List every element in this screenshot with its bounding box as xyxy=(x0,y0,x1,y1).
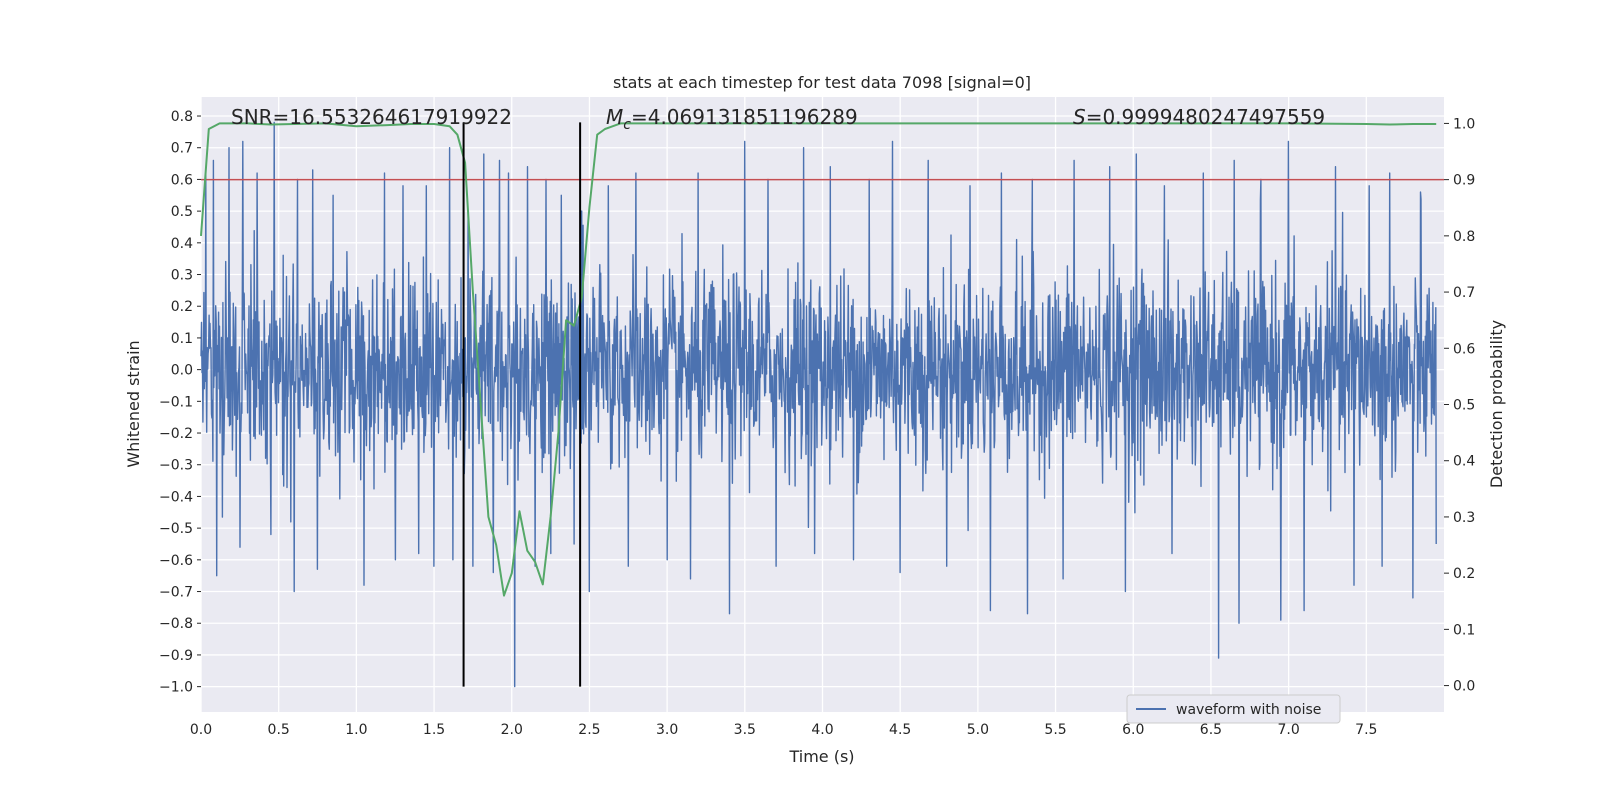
y2-tick-label: 0.3 xyxy=(1453,510,1475,526)
x-tick-label: 0.5 xyxy=(268,722,290,738)
x-tick-label: 3.0 xyxy=(656,722,678,738)
y2-axis-label: Detection probability xyxy=(1487,320,1506,488)
chirp-mass-value: =4.069131851196289 xyxy=(631,105,858,129)
x-tick-labels: 0.0 0.5 1.0 1.5 2.0 2.5 3.0 3.5 4.0 4.5 5.0 5.5 6.0 6… xyxy=(190,722,1378,738)
x-tick-label: 1.5 xyxy=(423,722,445,738)
x-tick-label: 3.5 xyxy=(734,722,756,738)
significance-annotation: S=0.9999480247497559 xyxy=(1073,105,1325,129)
x-axis-label: Time (s) xyxy=(788,747,854,766)
y-tick-label: 0.0 xyxy=(171,363,193,379)
y-tick-label: −0.2 xyxy=(159,426,193,442)
y-tick-label: 0.1 xyxy=(171,331,193,347)
y-tick-label: 0.7 xyxy=(171,141,193,157)
noise-series xyxy=(200,121,1437,688)
waveform-with-noise-line xyxy=(200,121,1437,688)
legend-box xyxy=(1126,694,1341,724)
y-tick-label: 0.6 xyxy=(171,172,193,188)
y2-tick-labels: 1.0 0.9 0.8 0.7 0.6 0.5 0.4 0.3 0.2 0.1 0.0 xyxy=(1444,116,1475,695)
vertical-lines xyxy=(462,122,582,687)
y-tick-label: −0.7 xyxy=(159,585,193,601)
probability-series xyxy=(200,122,1437,597)
x-tick-label: 6.5 xyxy=(1200,722,1222,738)
y-tick-label: 0.2 xyxy=(171,299,193,315)
y-tick-label: −1.0 xyxy=(159,680,193,696)
x-tick-label: 7.0 xyxy=(1277,722,1299,738)
legend-label-waveform: waveform with noise xyxy=(1176,702,1321,718)
x-tick-label: 7.5 xyxy=(1355,722,1377,738)
y-tick-label: 0.8 xyxy=(171,109,193,125)
x-tick-label: 5.5 xyxy=(1044,722,1066,738)
y2-tick-label: 0.7 xyxy=(1453,285,1475,301)
chirp-mass-subscript: c xyxy=(623,117,631,133)
y-axis-label: Whitened strain xyxy=(124,340,143,467)
y-tick-label: −0.5 xyxy=(159,521,193,537)
chirp-mass-symbol: M xyxy=(606,105,623,129)
y2-tick-label: 0.6 xyxy=(1453,341,1475,357)
x-tick-label: 5.0 xyxy=(967,722,989,738)
x-tick-label: 4.5 xyxy=(889,722,911,738)
detection-probability-line xyxy=(200,122,1437,597)
y-tick-label: 0.3 xyxy=(171,268,193,284)
legend: waveform with noise xyxy=(1126,694,1341,724)
chart-title: stats at each timestep for test data 709… xyxy=(613,73,1031,92)
x-tick-label: 6.0 xyxy=(1122,722,1144,738)
y-tick-label: −0.9 xyxy=(159,648,193,664)
y-tick-label: 0.5 xyxy=(171,204,193,220)
x-tick-label: 2.5 xyxy=(578,722,600,738)
y2-tick-label: 0.0 xyxy=(1453,679,1475,695)
y2-tick-label: 0.4 xyxy=(1453,454,1475,470)
y-tick-label: −0.8 xyxy=(159,616,193,632)
x-tick-label: 2.0 xyxy=(501,722,523,738)
y2-tick-label: 0.2 xyxy=(1453,566,1475,582)
y-tick-label: −0.4 xyxy=(159,489,193,505)
y2-tick-label: 0.9 xyxy=(1453,173,1475,189)
significance-value: =0.9999480247497559 xyxy=(1086,105,1325,129)
y-tick-label: −0.3 xyxy=(159,458,193,474)
chirp-mass-annotation: Mc=4.069131851196289 xyxy=(606,105,858,133)
significance-symbol: S xyxy=(1073,105,1086,129)
y2-tick-label: 1.0 xyxy=(1453,116,1475,132)
x-tick-label: 1.0 xyxy=(345,722,367,738)
snr-annotation: SNR=16.553264617919922 xyxy=(231,105,512,129)
y2-tick-label: 0.5 xyxy=(1453,398,1475,414)
y2-tick-label: 0.1 xyxy=(1453,622,1475,638)
x-tick-label: 0.0 xyxy=(190,722,212,738)
y2-tick-label: 0.8 xyxy=(1453,229,1475,245)
y-tick-labels: 0.8 0.7 0.6 0.5 0.4 0.3 0.2 0.1 0.0 −0.1 −0.2 −0.3 −… xyxy=(159,109,201,696)
y-tick-label: −0.1 xyxy=(159,394,193,410)
x-tick-label: 4.0 xyxy=(811,722,833,738)
y-tick-label: −0.6 xyxy=(159,553,193,569)
y-tick-label: 0.4 xyxy=(171,236,193,252)
